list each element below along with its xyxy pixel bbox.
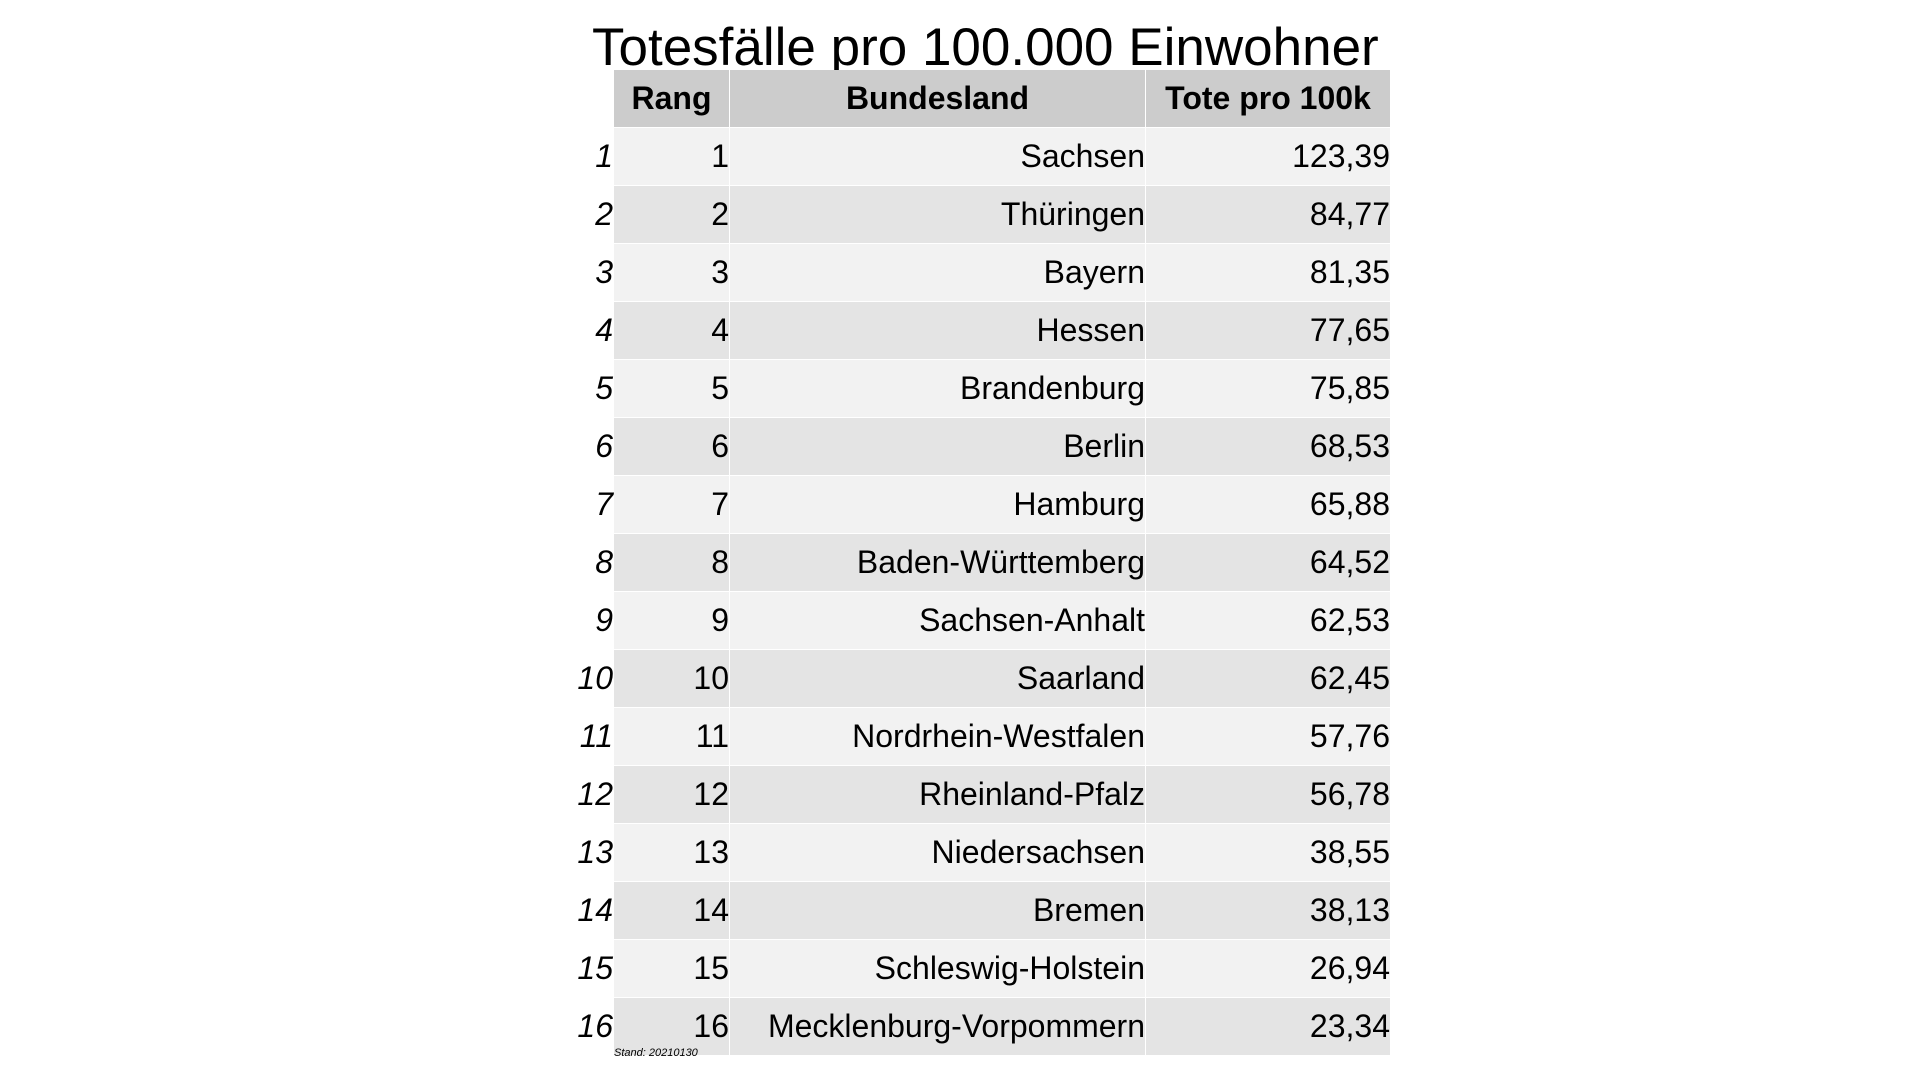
rang-cell: 4 <box>613 301 730 360</box>
rang-cell: 5 <box>613 359 730 418</box>
bundesland-cell: Niedersachsen <box>729 823 1146 882</box>
table-row: 3 3 Bayern 81,35 <box>560 243 1391 302</box>
rang-cell: 2 <box>613 185 730 244</box>
table-row: 8 8 Baden-Württemberg 64,52 <box>560 533 1391 592</box>
table-row: 14 14 Bremen 38,13 <box>560 881 1391 940</box>
row-index-cell: 16 <box>560 997 614 1056</box>
table-body: 1 1 Sachsen 123,39 2 2 Thüringen 84,77 3 3 Bayern 8… <box>560 127 1391 1056</box>
row-index-header <box>560 70 614 128</box>
table-row: 12 12 Rheinland-Pfalz 56,78 <box>560 765 1391 824</box>
rang-cell: 10 <box>613 649 730 708</box>
row-index-cell: 10 <box>560 649 614 708</box>
page-title: Totesfälle pro 100.000 Einwohner <box>592 18 1379 77</box>
row-index-cell: 8 <box>560 533 614 592</box>
tote-cell: 81,35 <box>1145 243 1391 302</box>
rang-cell: 15 <box>613 939 730 998</box>
tote-cell: 75,85 <box>1145 359 1391 418</box>
row-index-cell: 4 <box>560 301 614 360</box>
footnote: Stand: 20210130 <box>614 1047 698 1059</box>
rang-cell: 13 <box>613 823 730 882</box>
column-header-bundesland: Bundesland <box>729 70 1146 128</box>
table-row: 15 15 Schleswig-Holstein 26,94 <box>560 939 1391 998</box>
rang-cell: 6 <box>613 417 730 476</box>
row-index-cell: 12 <box>560 765 614 824</box>
bundesland-cell: Baden-Württemberg <box>729 533 1146 592</box>
rang-cell: 16 <box>613 997 730 1056</box>
bundesland-cell: Hessen <box>729 301 1146 360</box>
tote-cell: 56,78 <box>1145 765 1391 824</box>
row-index-cell: 1 <box>560 127 614 186</box>
tote-cell: 62,45 <box>1145 649 1391 708</box>
tote-cell: 123,39 <box>1145 127 1391 186</box>
bundesland-cell: Schleswig-Holstein <box>729 939 1146 998</box>
bundesland-cell: Brandenburg <box>729 359 1146 418</box>
table-header-row: Rang Bundesland Tote pro 100k <box>560 70 1391 128</box>
tote-cell: 38,55 <box>1145 823 1391 882</box>
row-index-cell: 9 <box>560 591 614 650</box>
rang-cell: 1 <box>613 127 730 186</box>
row-index-cell: 11 <box>560 707 614 766</box>
bundesland-cell: Thüringen <box>729 185 1146 244</box>
row-index-cell: 15 <box>560 939 614 998</box>
tote-cell: 68,53 <box>1145 417 1391 476</box>
rang-cell: 9 <box>613 591 730 650</box>
row-index-cell: 6 <box>560 417 614 476</box>
row-index-cell: 13 <box>560 823 614 882</box>
bundesland-cell: Berlin <box>729 417 1146 476</box>
rang-cell: 3 <box>613 243 730 302</box>
tote-cell: 57,76 <box>1145 707 1391 766</box>
bundesland-cell: Bayern <box>729 243 1146 302</box>
bundesland-cell: Hamburg <box>729 475 1146 534</box>
bundesland-cell: Sachsen <box>729 127 1146 186</box>
table-row: 10 10 Saarland 62,45 <box>560 649 1391 708</box>
table-row: 13 13 Niedersachsen 38,55 <box>560 823 1391 882</box>
table-row: 5 5 Brandenburg 75,85 <box>560 359 1391 418</box>
tote-cell: 38,13 <box>1145 881 1391 940</box>
table-row: 11 11 Nordrhein-Westfalen 57,76 <box>560 707 1391 766</box>
rang-cell: 8 <box>613 533 730 592</box>
bundesland-cell: Mecklenburg-Vorpommern <box>729 997 1146 1056</box>
tote-cell: 84,77 <box>1145 185 1391 244</box>
rang-cell: 11 <box>613 707 730 766</box>
tote-cell: 65,88 <box>1145 475 1391 534</box>
column-header-rang: Rang <box>613 70 730 128</box>
bundesland-cell: Nordrhein-Westfalen <box>729 707 1146 766</box>
row-index-cell: 7 <box>560 475 614 534</box>
table-row: 16 16 Mecklenburg-Vorpommern 23,34 <box>560 997 1391 1056</box>
bundesland-cell: Rheinland-Pfalz <box>729 765 1146 824</box>
table-row: 1 1 Sachsen 123,39 <box>560 127 1391 186</box>
row-index-cell: 2 <box>560 185 614 244</box>
table-row: 2 2 Thüringen 84,77 <box>560 185 1391 244</box>
bundesland-cell: Saarland <box>729 649 1146 708</box>
tote-cell: 62,53 <box>1145 591 1391 650</box>
tote-cell: 26,94 <box>1145 939 1391 998</box>
tote-cell: 64,52 <box>1145 533 1391 592</box>
ranking-table: Rang Bundesland Tote pro 100k 1 1 Sachsen 1… <box>560 70 1391 1056</box>
column-header-tote: Tote pro 100k <box>1145 70 1391 128</box>
bundesland-cell: Bremen <box>729 881 1146 940</box>
rang-cell: 7 <box>613 475 730 534</box>
tote-cell: 23,34 <box>1145 997 1391 1056</box>
table-row: 6 6 Berlin 68,53 <box>560 417 1391 476</box>
rang-cell: 12 <box>613 765 730 824</box>
row-index-cell: 14 <box>560 881 614 940</box>
row-index-cell: 5 <box>560 359 614 418</box>
row-index-cell: 3 <box>560 243 614 302</box>
bundesland-cell: Sachsen-Anhalt <box>729 591 1146 650</box>
rang-cell: 14 <box>613 881 730 940</box>
table-row: 9 9 Sachsen-Anhalt 62,53 <box>560 591 1391 650</box>
table-row: 4 4 Hessen 77,65 <box>560 301 1391 360</box>
tote-cell: 77,65 <box>1145 301 1391 360</box>
table-row: 7 7 Hamburg 65,88 <box>560 475 1391 534</box>
